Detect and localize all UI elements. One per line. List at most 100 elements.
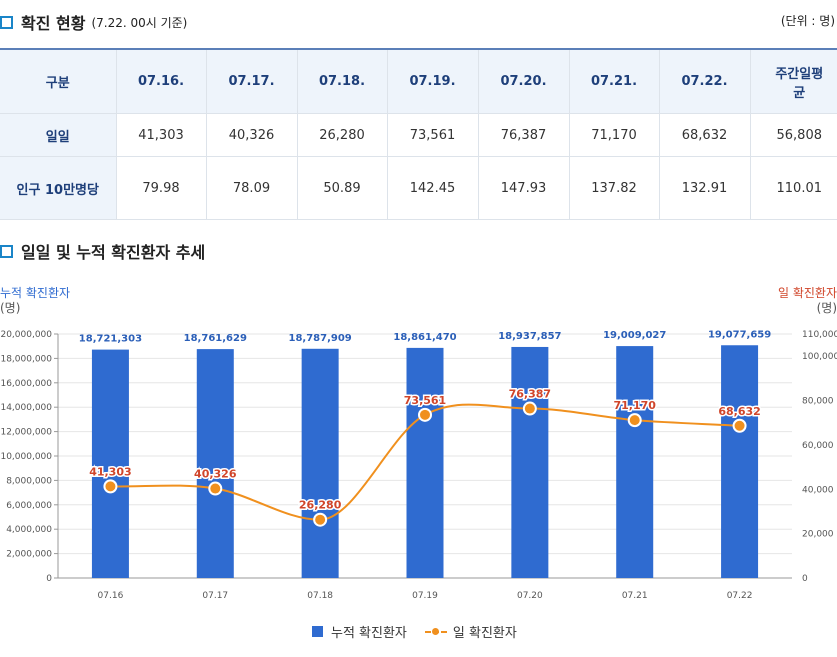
- x-tick-label: 07.20: [517, 591, 543, 601]
- bar: [196, 349, 234, 578]
- x-tick-label: 07.18: [307, 591, 333, 601]
- legend-line-swatch: [424, 626, 447, 637]
- right-tick-label: 40,000: [802, 485, 834, 495]
- left-tick-label: 4,000,000: [6, 525, 52, 535]
- bar: [301, 348, 339, 578]
- bar-data-label: 18,861,470: [393, 332, 456, 343]
- line-data-label: 71,170: [613, 399, 656, 412]
- table-cell: 40,326: [206, 113, 298, 157]
- table-cell: 142.45: [387, 156, 479, 220]
- trend-title: 일일 및 누적 확진환자 추세: [21, 243, 206, 262]
- line-point: [522, 401, 537, 416]
- table-cell: 56,808: [750, 113, 837, 157]
- table-cell: 71,170: [569, 113, 660, 157]
- bar: [91, 349, 129, 578]
- unit-label: (단위 : 명): [780, 14, 835, 28]
- right-tick-label: 110,000: [802, 330, 837, 340]
- bar: [406, 347, 444, 578]
- table-cell: 76,387: [478, 113, 570, 157]
- left-tick-label: 2,000,000: [6, 550, 52, 560]
- line-point: [418, 407, 432, 422]
- legend-bar-swatch: [312, 626, 323, 637]
- x-tick-label: 07.19: [412, 591, 438, 601]
- left-tick-label: 0: [46, 574, 52, 584]
- row-label: 일일: [0, 113, 117, 157]
- table-cell: 147.93: [478, 156, 570, 220]
- right-tick-label: 100,000: [802, 352, 837, 362]
- x-tick-label: 07.22: [727, 591, 753, 601]
- status-section-title: 확진 현황 (7.22. 00시 기준): [0, 10, 187, 34]
- left-tick-label: 6,000,000: [6, 501, 52, 511]
- line-point: [103, 479, 118, 494]
- table-cell: 73,561: [387, 113, 479, 157]
- line-point: [732, 418, 747, 433]
- right-tick-label: 60,000: [802, 441, 834, 451]
- legend-bar-label: 누적 확진환자: [331, 626, 407, 641]
- left-tick-label: 16,000,000: [0, 379, 52, 389]
- header-cell: 07.16.: [116, 49, 207, 114]
- table-cell: 68,632: [659, 113, 751, 157]
- right-tick-label: 0: [802, 574, 808, 584]
- header-cell: 07.17.: [206, 49, 298, 114]
- left-tick-label: 20,000,000: [0, 330, 52, 340]
- status-table: 구분 07.16. 07.17. 07.18. 07.19. 07.20. 07…: [0, 48, 837, 220]
- bar: [721, 345, 759, 578]
- line-data-label: 26,280: [299, 499, 342, 512]
- x-tick-label: 07.21: [622, 591, 648, 601]
- line-data-label: 73,561: [404, 394, 446, 407]
- line-data-label: 40,326: [194, 468, 237, 481]
- table-cell: 26,280: [297, 113, 388, 157]
- table-cell: 137.82: [569, 156, 660, 220]
- header-cell: 07.22.: [659, 49, 751, 114]
- status-title: 확진 현황: [21, 14, 86, 33]
- header-cell: 구분: [0, 49, 117, 114]
- bar-data-label: 18,721,303: [79, 334, 142, 345]
- trend-section-title: 일일 및 누적 확진환자 추세: [0, 239, 205, 263]
- row-label: 인구 10만명당: [0, 156, 117, 220]
- line-point: [627, 413, 642, 428]
- right-tick-label: 20,000: [802, 530, 834, 540]
- line-point: [208, 481, 223, 496]
- table-cell: 132.91: [659, 156, 751, 220]
- left-tick-label: 10,000,000: [0, 452, 52, 462]
- table-cell: 50.89: [297, 156, 388, 220]
- section-square-icon: [0, 244, 13, 258]
- left-tick-label: 8,000,000: [6, 476, 52, 486]
- table-row: 인구 10만명당 79.98 78.09 50.89 142.45 147.93…: [0, 156, 837, 220]
- bar-data-label: 18,937,857: [498, 331, 561, 342]
- trend-chart: 누적 확진환자(명)일 확진환자(명)02,000,0004,000,0006,…: [0, 286, 837, 601]
- x-tick-label: 07.16: [98, 591, 124, 601]
- right-axis-unit: (명): [817, 301, 837, 315]
- table-cell: 79.98: [116, 156, 207, 220]
- left-axis-title: 누적 확진환자: [0, 286, 70, 300]
- legend-line-label: 일 확진환자: [452, 626, 517, 641]
- table-header-row: 구분 07.16. 07.17. 07.18. 07.19. 07.20. 07…: [0, 49, 837, 114]
- left-axis-unit: (명): [0, 301, 20, 315]
- left-tick-label: 18,000,000: [0, 354, 52, 364]
- chart-legend: 누적 확진환자 일 확진환자: [312, 622, 517, 641]
- bar: [616, 346, 654, 578]
- status-subtitle: (7.22. 00시 기준): [91, 15, 188, 30]
- bar-data-label: 19,077,659: [708, 329, 771, 340]
- table-row: 일일 41,303 40,326 26,280 73,561 76,387 71…: [0, 113, 837, 157]
- left-tick-label: 12,000,000: [0, 428, 52, 438]
- header-cell: 07.21.: [569, 49, 660, 114]
- line-data-label: 41,303: [89, 465, 131, 478]
- line-point: [313, 512, 328, 527]
- right-axis-title: 일 확진환자: [778, 286, 837, 300]
- left-tick-label: 14,000,000: [0, 403, 52, 413]
- header-cell: 주간일평균: [750, 49, 837, 114]
- bar-data-label: 18,787,909: [289, 333, 352, 344]
- right-tick-label: 80,000: [802, 397, 834, 407]
- section-square-icon: [0, 15, 13, 29]
- bar-data-label: 18,761,629: [184, 333, 247, 344]
- header-cell: 07.19.: [387, 49, 479, 114]
- header-cell: 07.18.: [297, 49, 388, 114]
- table-cell: 110.01: [750, 156, 837, 220]
- x-tick-label: 07.17: [202, 591, 228, 601]
- bar: [511, 346, 549, 578]
- line-data-label: 76,387: [509, 388, 551, 401]
- table-cell: 41,303: [116, 113, 207, 157]
- line-data-label: 68,632: [718, 405, 760, 418]
- table-cell: 78.09: [206, 156, 298, 220]
